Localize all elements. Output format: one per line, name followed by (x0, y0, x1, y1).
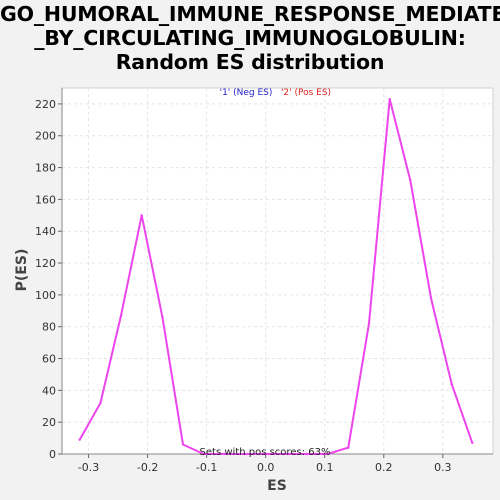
data-point (305, 452, 309, 456)
series-layer (78, 97, 474, 456)
x-tick-label: 0.1 (316, 461, 334, 474)
data-point (326, 452, 329, 456)
data-point (264, 452, 267, 456)
data-point (367, 322, 371, 325)
y-tick-label: 120 (35, 257, 56, 270)
data-point (388, 97, 391, 101)
grid (62, 88, 493, 455)
data-point (78, 438, 81, 441)
y-tick-label: 220 (35, 98, 56, 111)
y-tick-label: 160 (35, 193, 56, 206)
data-point (347, 446, 350, 449)
legend-entry: '1' (Neg ES) (220, 88, 273, 98)
data-point (450, 382, 453, 386)
y-tick-label: 60 (42, 353, 56, 366)
data-point (181, 443, 185, 446)
data-point (243, 452, 247, 456)
data-point (202, 452, 205, 456)
data-point (119, 314, 123, 317)
chart-title-line-1: GO_HUMORAL_IMMUNE_RESPONSE_MEDIATED (0, 2, 500, 26)
pos-scores-annotation: Sets with pos scores: 63% (200, 447, 331, 458)
data-point (471, 441, 474, 445)
y-tick-label: 0 (49, 448, 56, 461)
y-tick-label: 180 (35, 162, 56, 175)
x-tick-label: 0.0 (257, 461, 275, 474)
x-tick-label: -0.3 (78, 461, 99, 474)
data-point (140, 214, 143, 217)
y-tick-label: 40 (42, 384, 56, 397)
y-axis-title: P(ES) (14, 249, 30, 292)
x-tick-label: 0.2 (375, 461, 393, 474)
data-point (161, 315, 164, 319)
y-tick-label: 80 (42, 321, 56, 334)
data-point (285, 452, 288, 456)
x-tick-label: -0.1 (196, 461, 217, 474)
y-tick-label: 140 (35, 225, 56, 238)
legend-entry: '2' (Pos ES) (281, 88, 331, 98)
x-tick-label: -0.2 (137, 461, 158, 474)
chart-title: GO_HUMORAL_IMMUNE_RESPONSE_MEDIATED _BY_… (0, 2, 500, 74)
plot-area (61, 87, 494, 455)
x-tick-label: 0.3 (434, 461, 452, 474)
data-point (429, 296, 433, 300)
y-tick-label: 100 (35, 289, 56, 302)
data-point (409, 179, 412, 182)
x-axis-title: ES (267, 478, 287, 494)
y-tick-label: 20 (42, 416, 56, 429)
data-point (223, 452, 226, 456)
chart-title-line-3: Random ES distribution (115, 50, 385, 74)
chart-title-line-2: _BY_CIRCULATING_IMMUNOGLOBULIN: (34, 26, 466, 50)
axes: 0 20 40 60 80 100 120 140 160 180 200 220 -0.3 -0.2 -0… (35, 88, 493, 474)
series-line (78, 98, 474, 455)
data-point (99, 401, 102, 405)
y-tick-label: 200 (35, 130, 56, 143)
legend: '1' (Neg ES) '2' (Pos ES) (220, 88, 331, 98)
